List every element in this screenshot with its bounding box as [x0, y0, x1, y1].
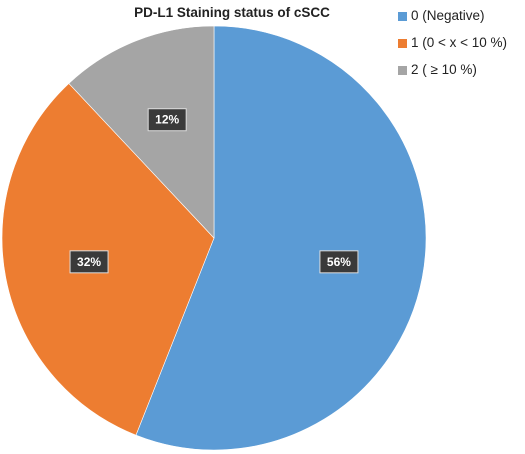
data-label-box-1 — [69, 250, 109, 274]
chart-title: PD-L1 Staining status of cSCC — [134, 5, 330, 20]
data-label-0: 56% — [319, 250, 359, 274]
legend-label-2: 2 ( ≥ 10 %) — [411, 62, 477, 77]
data-label-2: 12% — [147, 108, 187, 132]
data-label-1: 32% — [69, 250, 109, 274]
pie-slices — [1, 25, 427, 451]
legend-swatch-0 — [398, 12, 407, 21]
legend-item-1: 1 (0 < x < 10 %) — [398, 35, 507, 50]
legend-label-1: 1 (0 < x < 10 %) — [411, 35, 507, 50]
legend-item-2: 2 ( ≥ 10 %) — [398, 62, 477, 77]
data-labels: 56% 32% 12% — [69, 108, 359, 274]
legend-swatch-1 — [398, 39, 407, 48]
data-label-box-2 — [147, 108, 187, 132]
pie-slice-0 — [135, 25, 427, 451]
data-label-text-2: 12% — [155, 113, 179, 127]
pie-slice-2 — [68, 25, 215, 239]
legend: 0 (Negative) 1 (0 < x < 10 %) 2 ( ≥ 10 %) — [398, 8, 507, 77]
legend-label-0: 0 (Negative) — [411, 8, 485, 23]
legend-item-0: 0 (Negative) — [398, 8, 485, 23]
data-label-box-0 — [319, 250, 359, 274]
data-label-text-0: 56% — [327, 255, 351, 269]
data-label-text-1: 32% — [77, 255, 101, 269]
legend-swatch-2 — [398, 66, 407, 75]
